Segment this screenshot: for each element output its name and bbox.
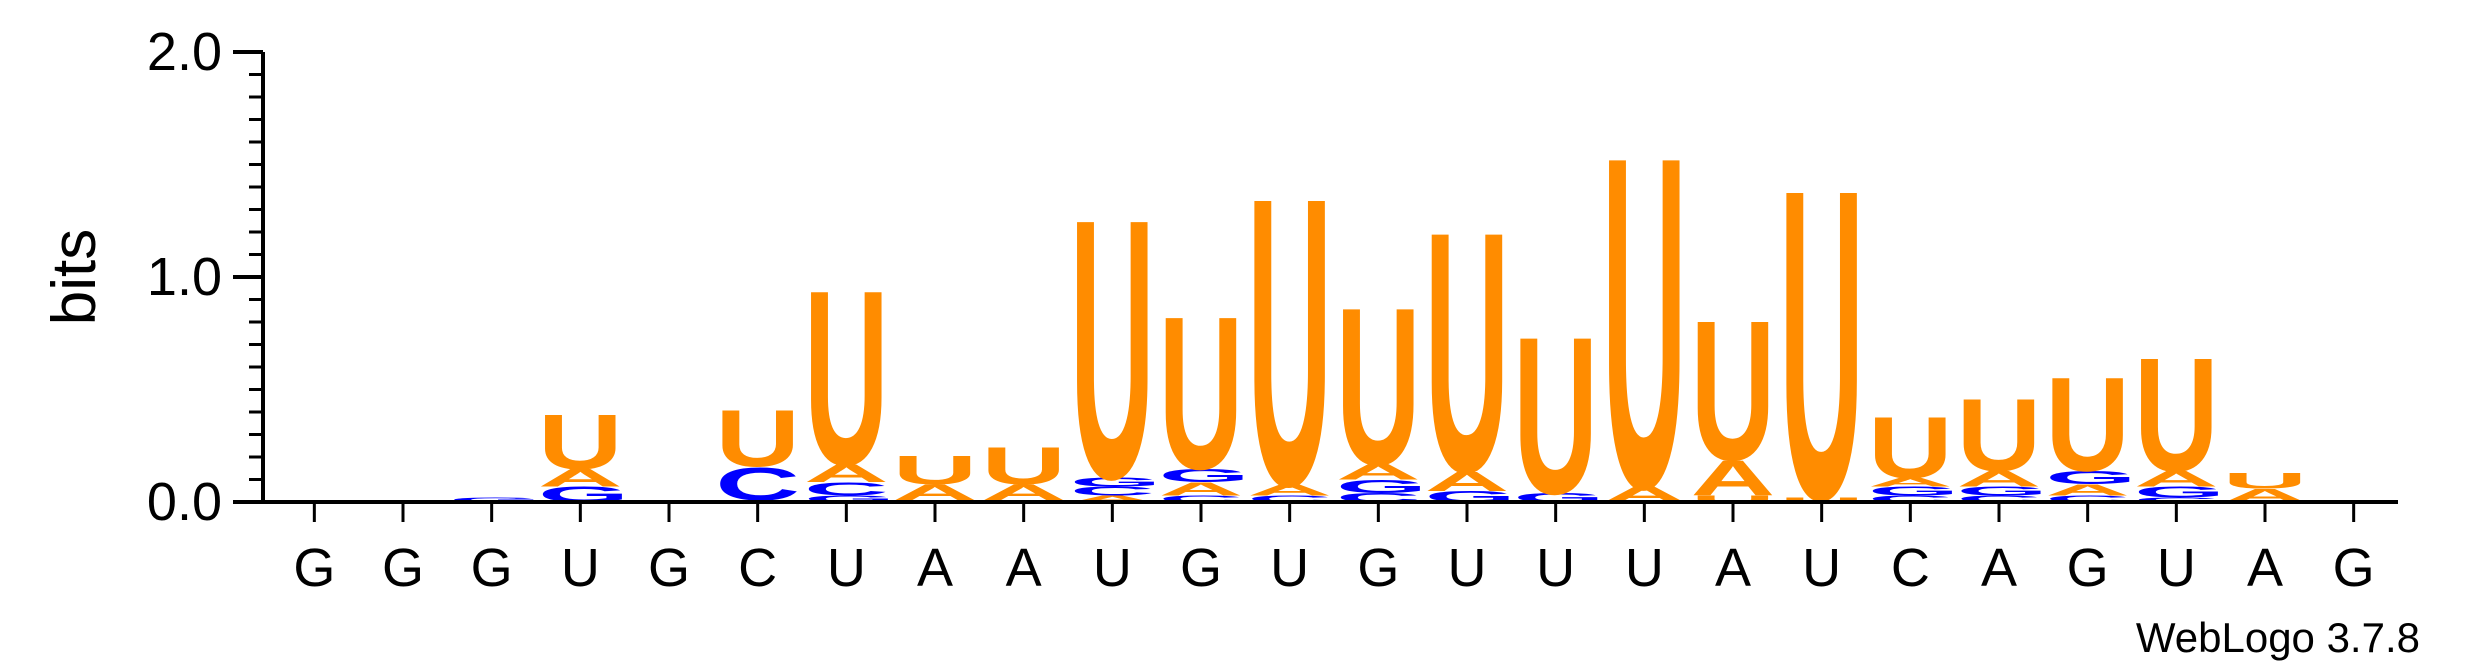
position-label: A bbox=[2247, 538, 2283, 598]
logo-letter-u: U bbox=[1691, 279, 1776, 502]
position-label: A bbox=[1006, 538, 1042, 598]
position-label: C bbox=[738, 538, 777, 598]
logo-letter-u: U bbox=[1425, 161, 1510, 544]
position-label: G bbox=[471, 538, 513, 598]
logo-letter-u: U bbox=[893, 448, 978, 493]
logo-letter-u: U bbox=[2134, 324, 2219, 505]
logo-letter-u: U bbox=[1070, 143, 1155, 557]
logo-letter-u: U bbox=[1868, 398, 1953, 496]
position-label: U bbox=[1625, 538, 1664, 598]
position-label: C bbox=[1891, 538, 1930, 598]
logo-letter-u: U bbox=[2223, 469, 2308, 493]
position-label: A bbox=[917, 538, 953, 598]
logo-letter-u: U bbox=[2045, 349, 2130, 499]
position-label: U bbox=[2157, 538, 2196, 598]
position-label: U bbox=[1802, 538, 1841, 598]
logo-letter-u: U bbox=[1336, 261, 1421, 512]
y-axis-ticks: 0.0 1.0 2.0 bbox=[147, 22, 263, 532]
position-label: U bbox=[561, 538, 600, 598]
logo-letter-u: U bbox=[1159, 271, 1244, 515]
y-tick-label: 1.0 bbox=[147, 247, 222, 307]
footer-version-label: WebLogo 3.7.8 bbox=[2136, 614, 2420, 661]
position-label: U bbox=[1536, 538, 1575, 598]
position-label: G bbox=[2333, 538, 2375, 598]
position-label: U bbox=[1093, 538, 1132, 598]
position-label: G bbox=[293, 538, 335, 598]
position-label: U bbox=[1270, 538, 1309, 598]
position-label: G bbox=[2067, 538, 2109, 598]
logo-letter-u: U bbox=[1957, 378, 2042, 493]
position-label: A bbox=[1715, 538, 1751, 598]
logo-letter-u: U bbox=[538, 399, 623, 486]
y-tick-label: 0.0 bbox=[147, 472, 222, 532]
logo-letter-u: U bbox=[804, 240, 889, 518]
logo-letter-u: U bbox=[981, 437, 1066, 496]
position-label: A bbox=[1981, 538, 2017, 598]
position-label: G bbox=[382, 538, 424, 598]
y-tick-label: 2.0 bbox=[147, 22, 222, 82]
position-label: G bbox=[1180, 538, 1222, 598]
position-label: U bbox=[1448, 538, 1487, 598]
position-label: G bbox=[1357, 538, 1399, 598]
position-label: G bbox=[648, 538, 690, 598]
y-axis-label: bits bbox=[40, 229, 109, 325]
position-label: U bbox=[827, 538, 866, 598]
logo-letter-u: U bbox=[715, 394, 800, 484]
